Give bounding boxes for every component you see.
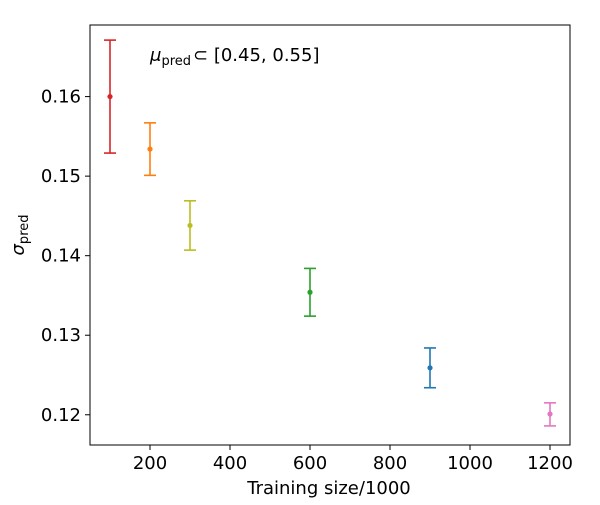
y-axis-label-subscript: pred <box>17 215 32 245</box>
annotation-mu: μ <box>149 45 161 66</box>
annotation-subscript: pred <box>161 54 191 69</box>
error-bar-point <box>544 402 556 427</box>
annotation-range: ⊂ [0.45, 0.55] <box>193 45 319 66</box>
x-tick-label: 400 <box>213 453 247 474</box>
data-point <box>107 93 113 100</box>
x-tick-label: 1200 <box>527 453 573 474</box>
annotation-mu-range: μpred ⊂ [0.45, 0.55] <box>149 45 319 69</box>
data-point <box>547 411 553 417</box>
data-point <box>307 289 313 295</box>
y-axis-label-sigma: σ <box>8 243 29 255</box>
y-tick-label: 0.16 <box>41 87 81 108</box>
y-axis-label: σpred <box>8 215 32 256</box>
error-bar-point <box>104 39 116 154</box>
x-tick-label: 1000 <box>447 453 493 474</box>
y-tick-label: 0.13 <box>41 325 81 346</box>
x-tick-label: 600 <box>293 453 327 474</box>
error-bar-point <box>184 199 196 251</box>
data-point <box>427 365 433 371</box>
data-point <box>147 146 153 152</box>
y-tick-label: 0.15 <box>41 166 81 187</box>
plot-frame <box>89 24 571 446</box>
x-axis-label: Training size/1000 <box>246 478 411 499</box>
x-tick-label: 200 <box>133 453 167 474</box>
error-bar-point <box>424 347 436 389</box>
axis-ticks: 200 400 600 800 1000 1200 0.12 0.13 0.14 0.15 0.16 <box>41 87 573 474</box>
x-tick-label: 800 <box>373 453 407 474</box>
y-tick-label: 0.14 <box>41 246 81 267</box>
data-marks <box>104 39 556 427</box>
error-bar-point <box>304 267 316 317</box>
error-bar-point <box>144 122 156 177</box>
y-tick-label: 0.12 <box>41 405 81 426</box>
data-point <box>187 222 193 229</box>
